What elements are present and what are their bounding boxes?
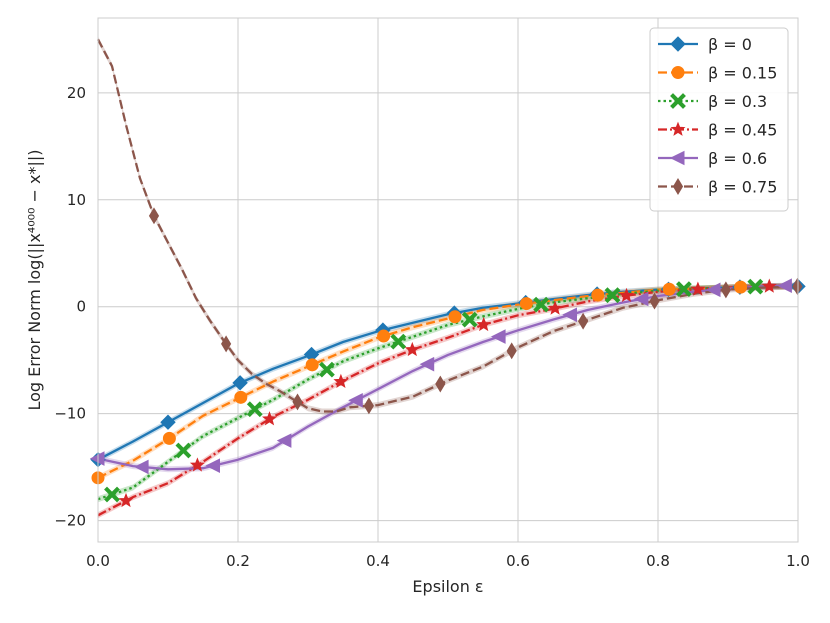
legend-swatch-marker: [671, 66, 685, 79]
y-tick-label: 0: [76, 298, 86, 316]
series-marker: [205, 458, 220, 473]
series-marker: [461, 311, 478, 328]
series-marker: [292, 393, 303, 411]
series-marker: [232, 375, 248, 391]
legend-swatch-marker: [670, 121, 686, 136]
legend-label: β = 0.6: [708, 149, 767, 168]
series-marker: [419, 356, 435, 372]
legend-swatch-marker: [670, 93, 686, 109]
series-marker: [435, 375, 446, 393]
series-marker: [377, 329, 391, 343]
series-marker: [221, 335, 232, 353]
series-markers: [89, 207, 806, 508]
x-axis-ticks: 0.0 0.2 0.4 0.6 0.8 1.0: [86, 552, 810, 570]
series-marker: [619, 287, 634, 302]
series-marker: [720, 281, 731, 299]
x-tick-label: 1.0: [786, 552, 810, 570]
series-marker: [662, 282, 676, 296]
legend-label: β = 0.45: [708, 121, 777, 140]
y-axis-label: Log Error Norm log(||x⁴⁰⁰⁰ − x*||): [25, 149, 44, 410]
series-marker: [160, 414, 176, 430]
series-marker: [390, 333, 407, 350]
series-marker: [234, 390, 248, 404]
legend-label: β = 0.75: [708, 178, 777, 197]
legend: β = 0 β = 0.15 β = 0.3 β = 0.45 β = 0.6 β = 0…: [649, 27, 789, 212]
x-tick-label: 0.8: [646, 552, 670, 570]
series-marker: [333, 373, 349, 389]
plot-frame: [97, 17, 799, 543]
series-marker: [133, 459, 149, 475]
series-marker: [404, 341, 420, 357]
series-marker: [591, 288, 605, 302]
y-tick-label: 20: [67, 84, 86, 102]
x-axis-label: Epsilon ε: [412, 577, 483, 596]
series-marker: [246, 401, 263, 418]
legend-label: β = 0.3: [708, 92, 767, 111]
x-tick-label: 0.2: [226, 552, 250, 570]
confidence-bands: [98, 36, 798, 519]
series-marker: [363, 397, 374, 415]
series-marker: [348, 393, 363, 408]
series-marker: [777, 278, 792, 294]
series-marker: [448, 310, 462, 324]
series-marker: [162, 431, 176, 445]
series-marker: [578, 312, 589, 330]
series-marker: [705, 282, 721, 298]
legend-swatch-marker: [672, 178, 684, 195]
series-marker: [633, 291, 649, 307]
series-marker: [175, 442, 192, 459]
series-marker: [734, 280, 748, 294]
x-tick-label: 0.6: [506, 552, 530, 570]
series-marker: [533, 296, 550, 313]
x-tick-label: 0.4: [366, 552, 390, 570]
series-marker: [476, 316, 492, 332]
series-marker: [675, 281, 692, 298]
series-marker: [262, 411, 277, 426]
series-marker: [318, 361, 335, 378]
series-marker: [519, 297, 533, 311]
x-tick-label: 0.0: [86, 552, 110, 570]
series-marker: [276, 433, 292, 448]
y-axis-ticks: −20 −10 0 10 20: [54, 84, 86, 530]
series-marker: [506, 342, 517, 360]
legend-swatch-marker: [669, 150, 685, 166]
series-marker: [562, 307, 577, 323]
y-tick-label: −10: [54, 405, 86, 423]
series-marker: [761, 278, 777, 293]
series-marker: [547, 300, 563, 315]
series-marker: [148, 207, 160, 225]
y-tick-label: 10: [67, 191, 86, 209]
series-marker: [690, 281, 706, 296]
series-marker: [792, 277, 803, 295]
series-marker: [604, 287, 621, 304]
series-marker: [649, 292, 660, 310]
series-marker: [104, 486, 120, 503]
series-marker: [189, 457, 205, 472]
series-band: [98, 283, 798, 503]
legend-swatch-marker: [670, 36, 686, 52]
series-marker: [747, 278, 764, 295]
series-marker: [305, 358, 319, 372]
legend-label: β = 0.15: [708, 64, 777, 83]
y-tick-label: −20: [54, 512, 86, 530]
series-line: [97, 285, 798, 479]
legend-label: β = 0: [708, 35, 752, 54]
series-marker: [118, 492, 134, 508]
series-line: [96, 38, 799, 413]
series-marker: [490, 329, 506, 344]
